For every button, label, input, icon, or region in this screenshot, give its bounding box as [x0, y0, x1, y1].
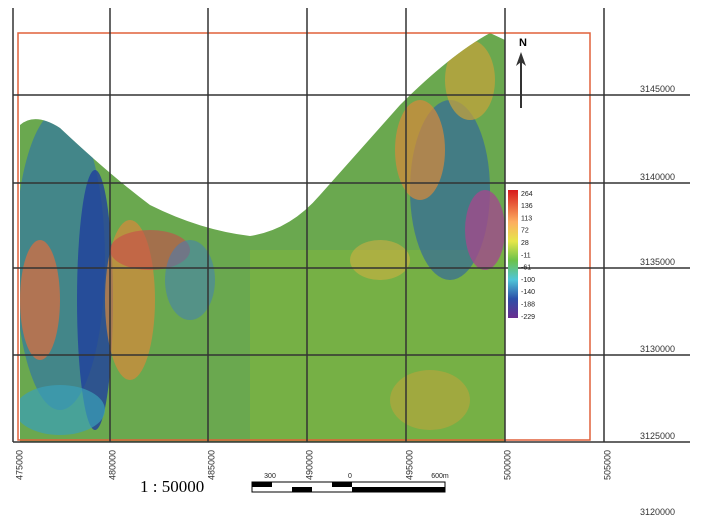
y-coordinate-label: 3145000	[640, 84, 675, 94]
legend-label: -11	[521, 252, 531, 259]
legend-label: 28	[521, 240, 529, 247]
y-coordinate-label: 3135000	[640, 257, 675, 267]
x-coordinate-label: 490000	[304, 450, 314, 480]
legend-colorbar	[508, 190, 518, 318]
scale-bar-label: 300	[264, 473, 276, 480]
x-coordinate-label: 480000	[107, 450, 117, 480]
x-coordinate-label: 505000	[602, 450, 612, 480]
legend-label: -61	[521, 265, 531, 272]
legend-label: -100	[521, 277, 535, 284]
legend-label: -188	[521, 302, 535, 309]
scale-text: 1 : 50000	[140, 477, 204, 496]
x-coordinate-label: 500000	[502, 450, 512, 480]
y-coordinate-label: 3120000	[640, 507, 675, 517]
y-coordinate-label: 3140000	[640, 172, 675, 182]
north-label: N	[519, 37, 527, 49]
legend-label: 113	[521, 215, 532, 222]
scale-bar-label: 600m	[431, 473, 449, 480]
x-coordinate-label: 485000	[206, 450, 216, 480]
legend-label: -140	[521, 289, 535, 296]
legend-label: -229	[521, 314, 535, 321]
legend-label: 136	[521, 203, 533, 210]
x-coordinate-label: 475000	[14, 450, 24, 480]
map-figure: N 1 : 50000 475000 480000 485000 490000 4950…	[0, 0, 702, 527]
legend-label: 72	[521, 228, 529, 235]
scale-bar	[252, 482, 445, 492]
y-coordinate-label: 3125000	[640, 431, 675, 441]
x-coordinate-label: 495000	[404, 450, 414, 480]
scale-bar-label: 0	[348, 473, 352, 480]
legend-label: 264	[521, 191, 533, 198]
y-coordinate-label: 3130000	[640, 344, 675, 354]
